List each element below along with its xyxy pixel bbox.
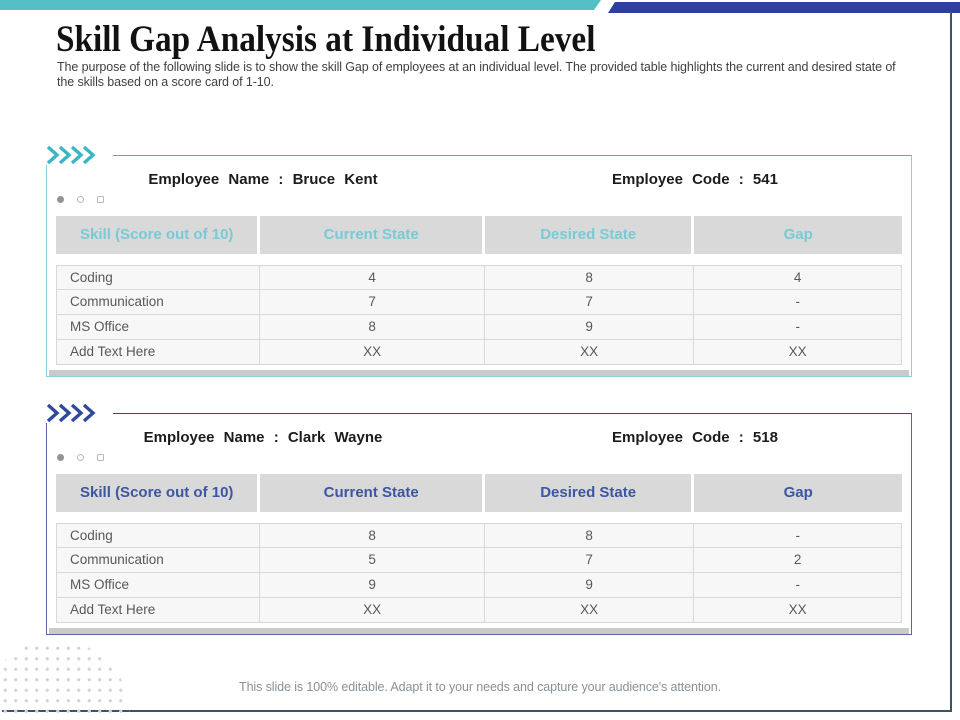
table-cell: 4: [694, 265, 902, 290]
table-cell: 9: [484, 573, 695, 598]
table-header-row: Skill (Score out of 10) Current State De…: [56, 474, 902, 512]
column-header-gap: Gap: [694, 216, 902, 254]
skill-gap-table: Skill (Score out of 10) Current State De…: [56, 216, 902, 365]
square-dot-icon: [97, 195, 104, 203]
table-cell: XX: [694, 598, 902, 623]
table-cell: 7: [484, 548, 695, 573]
employee-code: Employee Code : 518: [612, 429, 778, 446]
table-cell: 8: [260, 315, 485, 340]
column-header-current: Current State: [260, 474, 485, 512]
column-header-skill: Skill (Score out of 10): [56, 474, 261, 512]
table-cell: -: [694, 523, 902, 548]
table-cell: 7: [484, 290, 695, 315]
panel-shadow-decoration: [49, 370, 909, 376]
filled-dot-icon: [57, 195, 64, 203]
table-cell: 9: [260, 573, 485, 598]
page-title: Skill Gap Analysis at Individual Level: [56, 19, 596, 60]
skill-name-cell: Add Text Here: [56, 598, 261, 623]
employee-code: Employee Code : 541: [612, 171, 778, 188]
table-header-row: Skill (Score out of 10) Current State De…: [56, 216, 902, 254]
bullet-dots-decoration: [57, 453, 104, 461]
ring-dot-icon: [77, 453, 84, 461]
skill-name-cell: MS Office: [56, 573, 261, 598]
employee-header-row: Employee Name : Bruce Kent Employee Code…: [47, 171, 911, 188]
skill-name-cell: Coding: [56, 265, 261, 290]
chevron-arrows-icon: [45, 145, 113, 165]
employee-panel-clark-wayne: Employee Name : Clark Wayne Employee Cod…: [45, 403, 912, 635]
top-navy-bar-decoration: [608, 2, 960, 13]
table-cell: 5: [260, 548, 485, 573]
slide-description: The purpose of the following slide is to…: [57, 60, 896, 89]
ring-dot-icon: [77, 195, 84, 203]
right-frame-line: [950, 12, 952, 711]
table-cell: XX: [260, 598, 485, 623]
column-header-desired: Desired State: [484, 216, 695, 254]
column-header-current: Current State: [260, 216, 485, 254]
top-teal-bar-decoration: [0, 0, 601, 10]
table-cell: 4: [260, 265, 485, 290]
skill-name-cell: Communication: [56, 548, 261, 573]
table-cell: 7: [260, 290, 485, 315]
skill-name-cell: MS Office: [56, 315, 261, 340]
skill-name-cell: Coding: [56, 523, 261, 548]
table-cell: 9: [484, 315, 695, 340]
skill-name-cell: Add Text Here: [56, 340, 261, 365]
table-body: Coding 4 8 4 Communication 7 7 - MS Offi…: [56, 265, 902, 365]
employee-panel-bruce-kent: Employee Name : Bruce Kent Employee Code…: [45, 145, 912, 377]
table-cell: XX: [484, 340, 695, 365]
column-header-gap: Gap: [694, 474, 902, 512]
table-cell: -: [694, 315, 902, 340]
employee-header-row: Employee Name : Clark Wayne Employee Cod…: [47, 429, 911, 446]
table-cell: 2: [694, 548, 902, 573]
table-cell: 8: [484, 523, 695, 548]
table-cell: 8: [260, 523, 485, 548]
panel-shadow-decoration: [49, 628, 909, 634]
chevron-arrows-icon: [45, 403, 113, 423]
employee-name: Employee Name : Bruce Kent: [148, 171, 378, 188]
filled-dot-icon: [57, 453, 64, 461]
column-header-skill: Skill (Score out of 10): [56, 216, 261, 254]
bullet-dots-decoration: [57, 195, 104, 203]
employee-name: Employee Name : Clark Wayne: [143, 429, 383, 446]
table-cell: XX: [484, 598, 695, 623]
skill-gap-table: Skill (Score out of 10) Current State De…: [56, 474, 902, 623]
table-cell: 8: [484, 265, 695, 290]
table-cell: -: [694, 573, 902, 598]
column-header-desired: Desired State: [484, 474, 695, 512]
square-dot-icon: [97, 453, 104, 461]
table-cell: XX: [260, 340, 485, 365]
table-cell: -: [694, 290, 902, 315]
bottom-frame-line: [2, 710, 952, 712]
footer-note: This slide is 100% editable. Adapt it to…: [239, 680, 721, 694]
table-body: Coding 8 8 - Communication 5 7 2 MS Offi…: [56, 523, 902, 623]
table-cell: XX: [694, 340, 902, 365]
skill-name-cell: Communication: [56, 290, 261, 315]
